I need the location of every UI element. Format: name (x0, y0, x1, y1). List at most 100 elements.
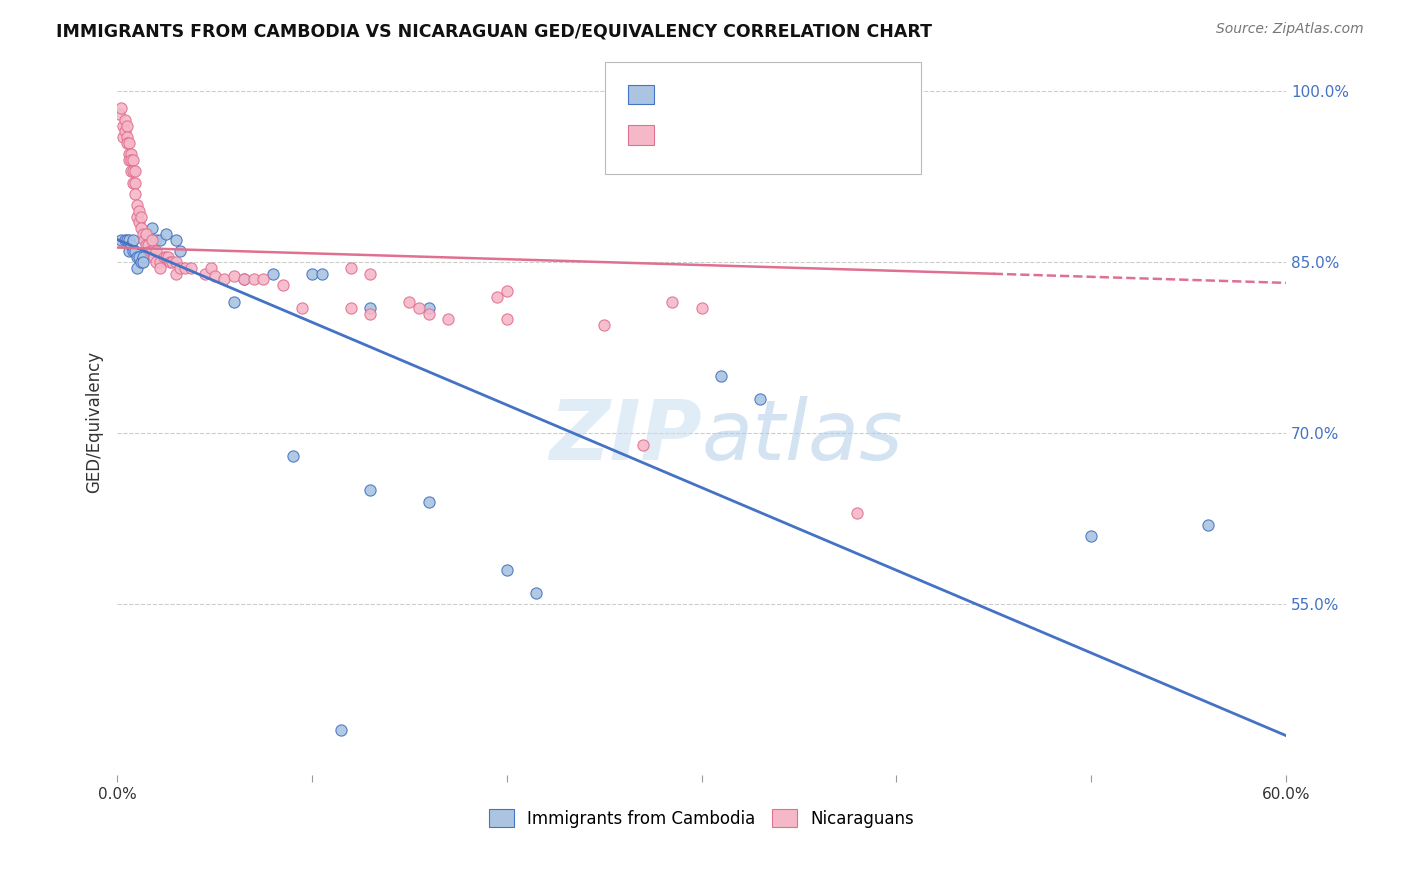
Point (169, 261, 191, 276)
Point (149, 255, 172, 269)
Point (495, 284, 517, 298)
Point (120, 164, 142, 178)
Point (124, 186, 146, 201)
Point (121, 153, 143, 167)
Point (418, 495, 440, 509)
Text: N =: N = (778, 87, 811, 101)
Point (408, 301, 430, 315)
Point (138, 227, 160, 241)
Point (128, 215, 150, 229)
Point (118, 153, 141, 167)
Point (398, 295, 420, 310)
Point (129, 210, 152, 224)
Point (330, 723, 353, 737)
Point (232, 272, 254, 286)
Text: 30: 30 (813, 87, 834, 101)
Point (359, 483, 381, 498)
Point (155, 250, 177, 264)
Point (311, 267, 333, 281)
Point (128, 204, 150, 219)
Point (118, 233, 141, 247)
Point (118, 244, 141, 258)
Text: ZIP: ZIP (548, 396, 702, 476)
Point (155, 227, 177, 241)
Point (495, 563, 517, 577)
Point (160, 255, 183, 269)
Point (134, 233, 156, 247)
Point (359, 307, 381, 321)
Text: -0.060: -0.060 (700, 127, 755, 141)
Point (124, 244, 146, 258)
Point (121, 244, 143, 258)
Point (271, 278, 294, 293)
Point (145, 244, 167, 258)
Text: atlas: atlas (702, 396, 903, 476)
Point (418, 307, 440, 321)
Point (661, 295, 683, 310)
Point (200, 261, 222, 276)
Point (222, 268, 245, 283)
Point (120, 153, 142, 167)
Point (143, 250, 166, 264)
Point (135, 233, 157, 247)
Point (124, 164, 146, 178)
Point (1080, 529, 1102, 543)
Point (194, 267, 217, 281)
Point (110, 102, 132, 116)
Point (165, 233, 187, 247)
Point (418, 301, 440, 315)
Point (710, 369, 733, 384)
Text: IMMIGRANTS FROM CAMBODIA VS NICARAGUAN GED/EQUIVALENCY CORRELATION CHART: IMMIGRANTS FROM CAMBODIA VS NICARAGUAN G… (56, 22, 932, 40)
Point (131, 255, 153, 269)
Text: 72: 72 (813, 127, 834, 141)
Point (486, 289, 509, 303)
Point (118, 136, 141, 150)
Point (120, 238, 142, 252)
Point (690, 301, 713, 315)
Point (125, 250, 148, 264)
Point (108, 107, 131, 121)
Point (118, 147, 141, 161)
Point (180, 261, 202, 276)
Point (114, 233, 136, 247)
Point (159, 255, 181, 269)
Point (437, 312, 460, 326)
Point (232, 272, 254, 286)
Point (124, 176, 146, 190)
Point (135, 227, 157, 241)
Point (125, 198, 148, 212)
Point (141, 233, 163, 247)
Point (301, 267, 323, 281)
Text: R =: R = (665, 127, 699, 141)
Point (631, 438, 654, 452)
Point (149, 233, 172, 247)
Point (115, 233, 138, 247)
Point (114, 124, 136, 138)
Point (204, 268, 226, 283)
Point (145, 255, 167, 269)
Point (262, 267, 284, 281)
Point (110, 233, 132, 247)
Point (593, 318, 616, 332)
Point (112, 130, 135, 145)
Point (121, 233, 143, 247)
Text: -0.548: -0.548 (700, 87, 755, 101)
Text: N =: N = (778, 127, 811, 141)
Text: R =: R = (665, 87, 699, 101)
Point (242, 272, 264, 286)
Point (749, 392, 772, 407)
Point (131, 250, 153, 264)
Point (169, 244, 191, 258)
Point (846, 506, 869, 520)
Point (214, 272, 236, 286)
Point (120, 147, 142, 161)
Point (174, 261, 197, 276)
Point (281, 449, 304, 463)
Point (359, 301, 381, 315)
Point (524, 586, 547, 600)
Point (139, 244, 162, 258)
Point (153, 250, 176, 264)
Point (340, 301, 363, 315)
Point (165, 267, 187, 281)
Point (115, 136, 138, 150)
